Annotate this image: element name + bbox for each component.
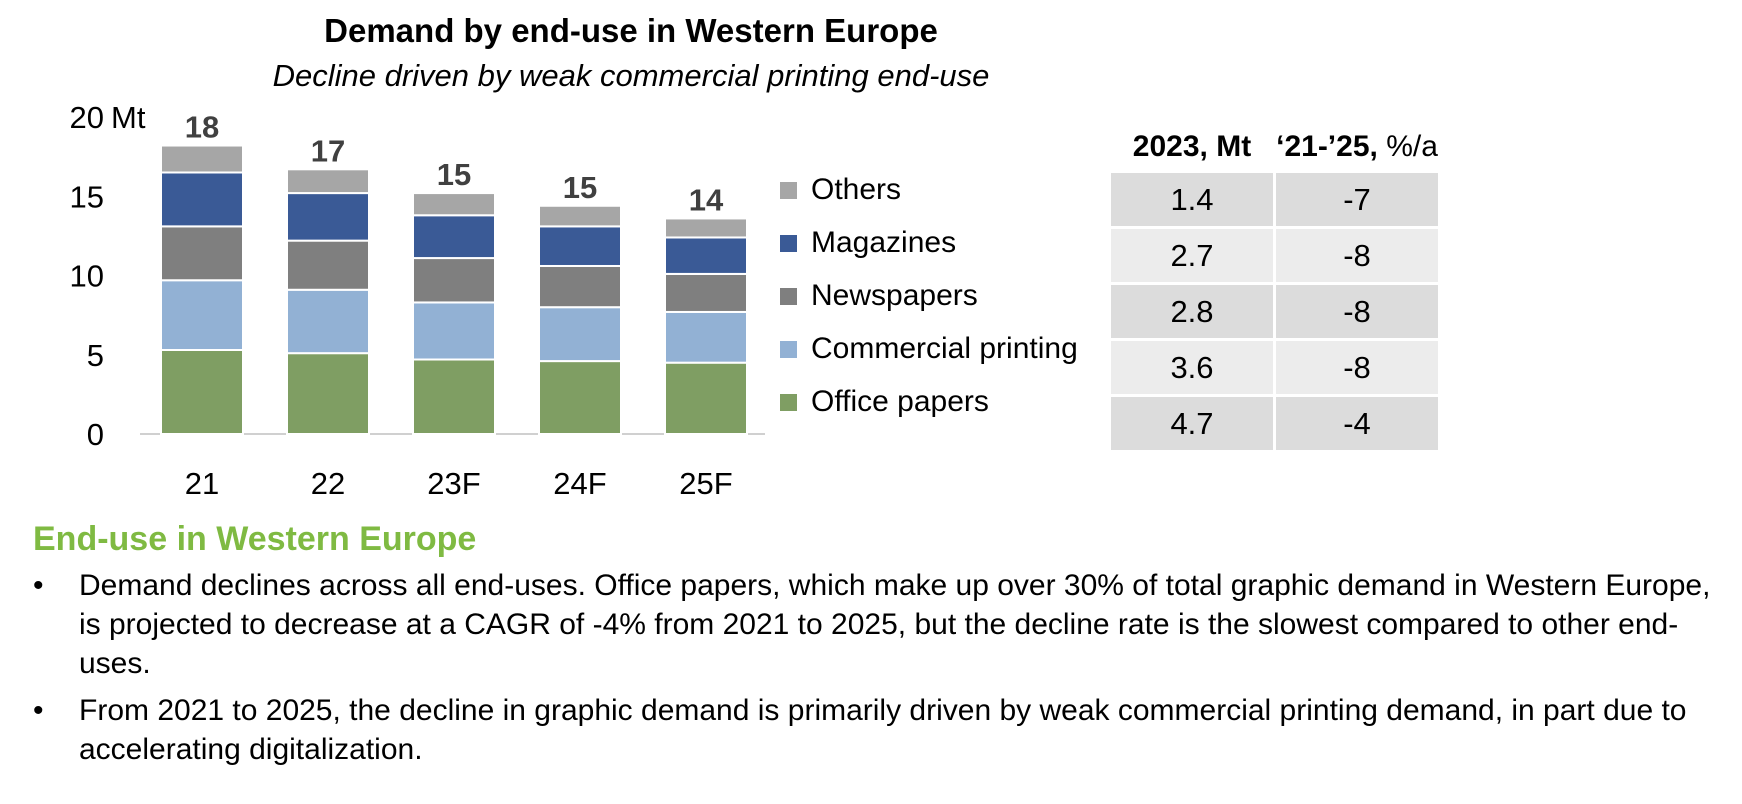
bar-segment-newspapers (160, 225, 244, 282)
bar-segment-commercial-printing (538, 306, 622, 363)
bar-total-label: 14 (689, 182, 724, 217)
y-tick-label: 20 (70, 100, 104, 135)
kpi-cell-cagr: -8 (1273, 282, 1441, 341)
bar-segment-magazines (412, 214, 496, 260)
bar-segment-others (286, 168, 370, 195)
kpi-table: 2023, Mt ‘21-’25, %/a 1.4 -7 2.7 -8 2.8 … (1108, 130, 1441, 453)
bullet-symbol: • (33, 569, 44, 602)
bar-segment-commercial-printing (286, 288, 370, 355)
bar-segment-office-papers (160, 348, 244, 435)
bar-segment-commercial-printing (412, 301, 496, 361)
bar-segment-office-papers (664, 361, 748, 435)
y-tick-label: 10 (70, 259, 104, 294)
legend-label-office-papers: Office papers (811, 385, 989, 418)
kpi-cell-2023: 3.6 (1108, 338, 1276, 397)
kpi-header-row: 2023, Mt ‘21-’25, %/a (1109, 130, 1440, 172)
legend-swatch-others (780, 181, 797, 199)
bar-segment-others (160, 144, 244, 174)
legend-swatch-office-papers (780, 393, 797, 411)
legend-item-commercial-printing: Commercial printing (780, 329, 1078, 369)
legend-swatch-commercial-printing (780, 340, 797, 358)
x-tick-label: 24F (553, 466, 606, 501)
legend-item-others: Others (780, 170, 901, 210)
bar-total-label: 15 (563, 170, 597, 205)
kpi-header-cagr: ‘21-’25, %/a (1275, 130, 1440, 172)
legend-item-magazines: Magazines (780, 223, 956, 263)
kpi-row-office-papers: 4.7 -4 (1108, 394, 1441, 453)
bullet-text: From 2021 to 2025, the decline in graphi… (79, 694, 1687, 766)
kpi-row-commercial-printing: 3.6 -8 (1108, 338, 1441, 397)
legend-item-office-papers: Office papers (780, 382, 989, 422)
bullet-list: • Demand declines across all end-uses. O… (33, 566, 1733, 777)
bullet-item: • Demand declines across all end-uses. O… (33, 566, 1733, 683)
kpi-cell-cagr: -8 (1273, 226, 1441, 285)
x-tick-label: 25F (679, 466, 732, 501)
kpi-cell-cagr: -4 (1273, 394, 1441, 453)
bar-segment-magazines (664, 236, 748, 275)
bar-segment-newspapers (412, 257, 496, 304)
x-tick-label: 23F (427, 466, 480, 501)
section-heading: End-use in Western Europe (33, 520, 477, 558)
stacked-bar-chart: 0 5 10 15 20 Mt 18 21 17 22 15 23F 15 24F 14 25F (70, 100, 765, 501)
bar-segment-magazines (538, 225, 622, 267)
bar-total-label: 17 (311, 133, 345, 168)
bar-segment-newspapers (664, 272, 748, 313)
bar-segment-magazines (160, 171, 244, 228)
bullet-symbol: • (33, 694, 44, 727)
bar-segment-office-papers (286, 352, 370, 436)
legend-label-commercial-printing: Commercial printing (811, 332, 1078, 365)
x-tick-label: 21 (185, 466, 219, 501)
kpi-header-cagr-unit: %/a (1386, 130, 1438, 163)
kpi-header-2023: 2023, Mt (1132, 130, 1252, 163)
bar-segment-newspapers (286, 239, 370, 291)
bar-segment-office-papers (412, 358, 496, 436)
bar-segment-commercial-printing (664, 310, 748, 364)
y-tick-label: 5 (87, 338, 104, 373)
kpi-cell-2023: 1.4 (1108, 170, 1276, 229)
chart-title: Demand by end-use in Western Europe (324, 12, 938, 49)
kpi-header-cagr-label: ‘21-’25, (1276, 130, 1378, 163)
y-tick-label: 0 (87, 417, 104, 452)
y-tick-label: 15 (70, 179, 104, 214)
kpi-cell-2023: 2.8 (1108, 282, 1276, 341)
bar-segment-magazines (286, 192, 370, 242)
kpi-row-magazines: 2.7 -8 (1108, 226, 1441, 285)
bar-segment-others (412, 192, 496, 217)
legend-swatch-magazines (780, 234, 797, 252)
bar-segment-others (664, 217, 748, 239)
kpi-row-newspapers: 2.8 -8 (1108, 282, 1441, 341)
legend-item-newspapers: Newspapers (780, 276, 978, 316)
legend-label-magazines: Magazines (811, 226, 957, 259)
kpi-cell-cagr: -8 (1273, 338, 1441, 397)
legend-label-others: Others (811, 173, 902, 206)
bar-segment-others (538, 204, 622, 228)
bullet-item: • From 2021 to 2025, the decline in grap… (33, 691, 1733, 769)
bullet-text: Demand declines across all end-uses. Off… (79, 569, 1711, 680)
bar-segment-commercial-printing (160, 279, 244, 351)
bar-total-label: 18 (185, 110, 219, 145)
bar-segment-office-papers (538, 360, 622, 435)
kpi-cell-cagr: -7 (1273, 170, 1441, 229)
kpi-row-others: 1.4 -7 (1108, 170, 1441, 229)
y-unit-label: Mt (111, 100, 146, 135)
kpi-cell-2023: 4.7 (1108, 394, 1276, 453)
chart-subtitle: Decline driven by weak commercial printi… (272, 58, 990, 93)
x-tick-label: 22 (311, 466, 345, 501)
kpi-cell-2023: 2.7 (1108, 226, 1276, 285)
legend-label-newspapers: Newspapers (811, 279, 978, 312)
legend-swatch-newspapers (780, 287, 797, 305)
bar-total-label: 15 (437, 157, 471, 192)
bar-segment-newspapers (538, 264, 622, 309)
